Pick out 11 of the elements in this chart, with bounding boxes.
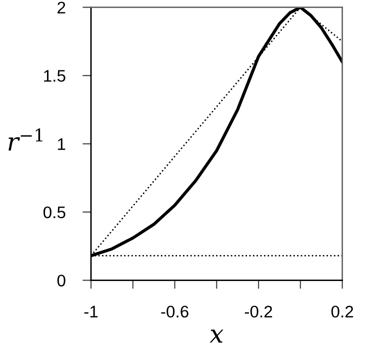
x-tick-label: -0.2 xyxy=(244,306,272,318)
x-tick-label: 0.2 xyxy=(331,306,354,318)
y-tick-label: 2 xyxy=(58,2,66,14)
x-tick-label: -1 xyxy=(84,306,98,318)
y-tick-label: 0 xyxy=(57,274,66,287)
y-tick-label: 1 xyxy=(58,138,66,150)
x-tick-label: -0.6 xyxy=(161,306,188,318)
x-axis-title: x xyxy=(210,330,224,343)
y-tick-label: 0.5 xyxy=(43,206,66,218)
y-axis-title: r$^{−1}$ xyxy=(8,128,42,151)
y-tick-label: 1.5 xyxy=(44,70,66,82)
